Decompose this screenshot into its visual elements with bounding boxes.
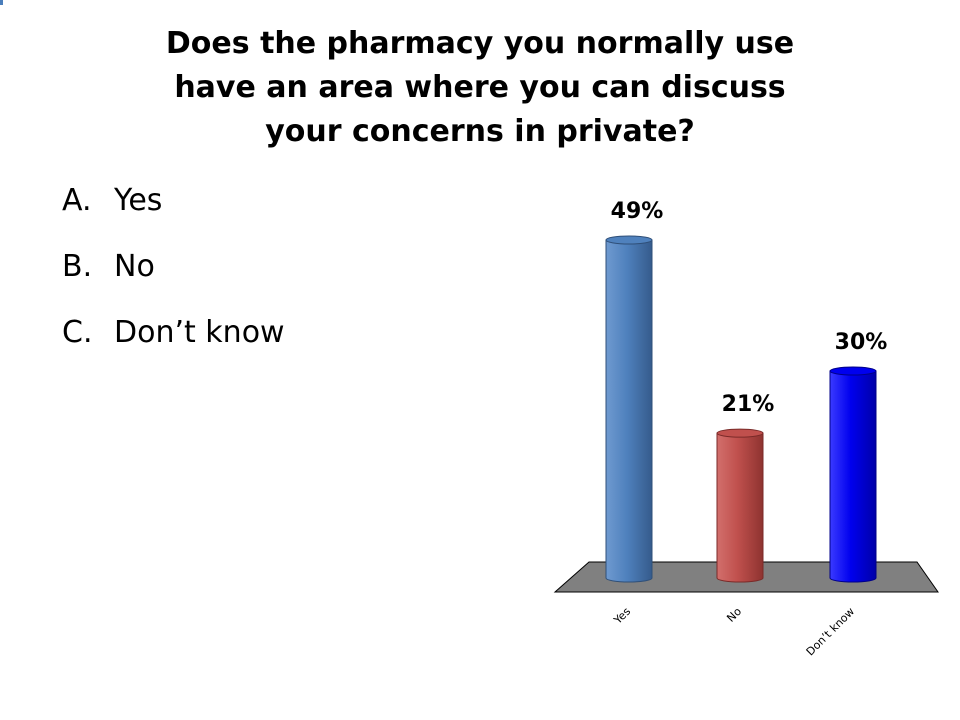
bar-body-0: [605, 239, 653, 583]
title-line-3: your concerns in private?: [265, 114, 695, 149]
bars-group: [605, 235, 877, 583]
category-label-0: Yes: [611, 605, 634, 628]
category-label-1: No: [724, 605, 744, 625]
bar-cap-2: [829, 366, 877, 376]
option-b: B. No: [62, 242, 285, 308]
value-label-0: 49%: [611, 199, 664, 224]
answer-options: A. Yes B. No C. Don’t know: [62, 176, 285, 374]
option-c-text: Don’t know: [114, 315, 285, 350]
slide-corner-mark: [0, 0, 3, 5]
option-a-letter: A.: [62, 183, 92, 218]
bar-cap-1: [716, 428, 764, 438]
bar-body-1: [716, 432, 764, 583]
category-labels-group: Yes No Don’t know: [611, 605, 857, 659]
option-b-letter: B.: [62, 249, 93, 284]
title-line-2: have an area where you can discuss: [174, 70, 786, 105]
bar-2: [829, 366, 877, 583]
bar-body-2: [829, 370, 877, 583]
value-label-2: 30%: [835, 330, 888, 355]
bar-0: [605, 235, 653, 583]
value-labels-group: 49% 21% 30%: [611, 199, 888, 417]
value-label-1: 21%: [722, 392, 775, 417]
bar-cap-0: [605, 235, 653, 245]
option-a-text: Yes: [114, 183, 163, 218]
bar-1: [716, 428, 764, 583]
option-a: A. Yes: [62, 176, 285, 242]
category-label-2: Don’t know: [804, 605, 857, 658]
slide-title: Does the pharmacy you normally use have …: [60, 22, 900, 154]
option-b-text: No: [114, 249, 155, 284]
option-c-letter: C.: [62, 315, 93, 350]
option-c: C. Don’t know: [62, 308, 285, 374]
title-line-1: Does the pharmacy you normally use: [165, 26, 795, 61]
